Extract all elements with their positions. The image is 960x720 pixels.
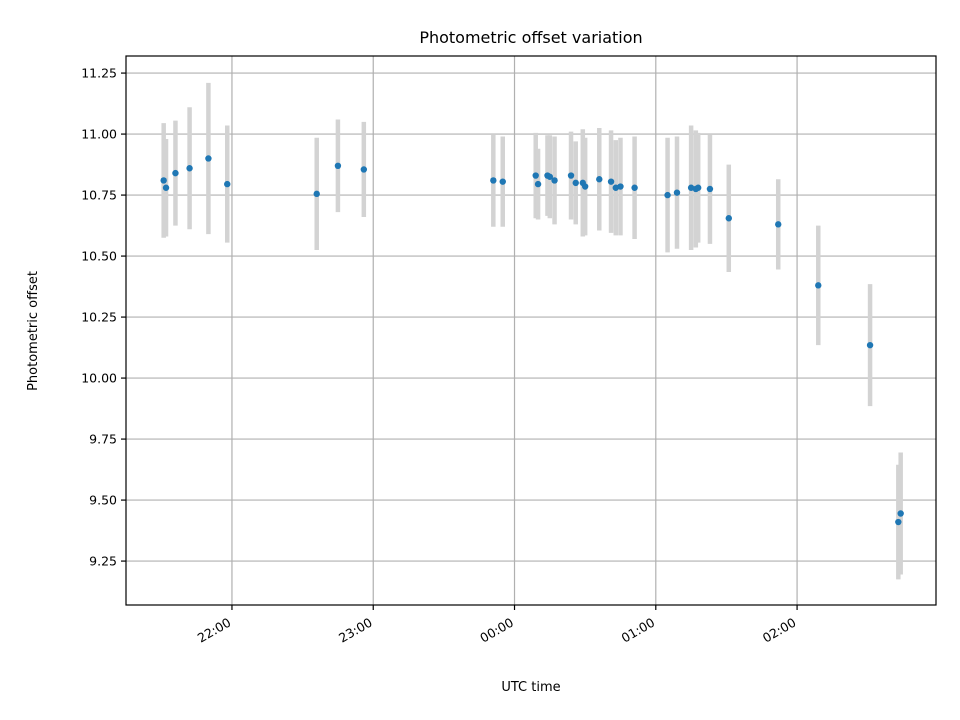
data-point [224, 180, 231, 188]
data-point [815, 282, 822, 289]
y-tick-label: 9.25 [89, 554, 117, 569]
y-tick-label: 9.75 [89, 432, 117, 447]
y-tick-label: 10.50 [81, 249, 117, 264]
data-point [499, 178, 506, 185]
data-point [186, 165, 193, 172]
data-point [725, 215, 732, 222]
data-point [205, 155, 212, 162]
data-point [706, 185, 714, 193]
data-point [546, 173, 554, 180]
data-point [313, 190, 320, 198]
y-axis-label: Photometric offset [26, 271, 41, 391]
y-tick-label: 10.75 [81, 188, 117, 203]
data-point [607, 178, 615, 185]
y-tick-label: 11.00 [81, 127, 117, 142]
data-point [581, 183, 589, 190]
data-point [334, 162, 342, 169]
data-point [664, 191, 671, 199]
data-point [673, 189, 681, 196]
plot-frame [125, 55, 937, 606]
data-point [360, 166, 368, 173]
y-tick-label: 10.25 [81, 310, 117, 325]
data-point [897, 510, 904, 517]
data-point [631, 184, 638, 191]
data-point [490, 177, 497, 184]
y-axis: 9.25 9.50 9.75 10.00 10.25 10.50 10.75 11.00 11.… [81, 66, 126, 569]
data-point [694, 184, 702, 191]
y-tick-label: 9.50 [89, 493, 117, 508]
data-point [551, 177, 558, 184]
grid [126, 56, 936, 605]
data-point [596, 176, 603, 183]
y-tick-label: 10.00 [81, 371, 117, 386]
data-point [866, 341, 874, 349]
data-point [532, 172, 539, 179]
data-point [172, 169, 179, 177]
data-point [895, 518, 902, 526]
data-point [617, 183, 624, 190]
chart-title: Photometric offset variation [419, 28, 642, 47]
data-point [775, 221, 782, 228]
data-point [572, 179, 579, 187]
x-axis-label: UTC time [501, 680, 560, 695]
y-tick-label: 11.25 [81, 66, 117, 81]
data-points [160, 155, 904, 526]
data-point [160, 177, 167, 184]
data-point [567, 172, 575, 179]
data-point [534, 180, 542, 188]
data-point [162, 184, 170, 191]
